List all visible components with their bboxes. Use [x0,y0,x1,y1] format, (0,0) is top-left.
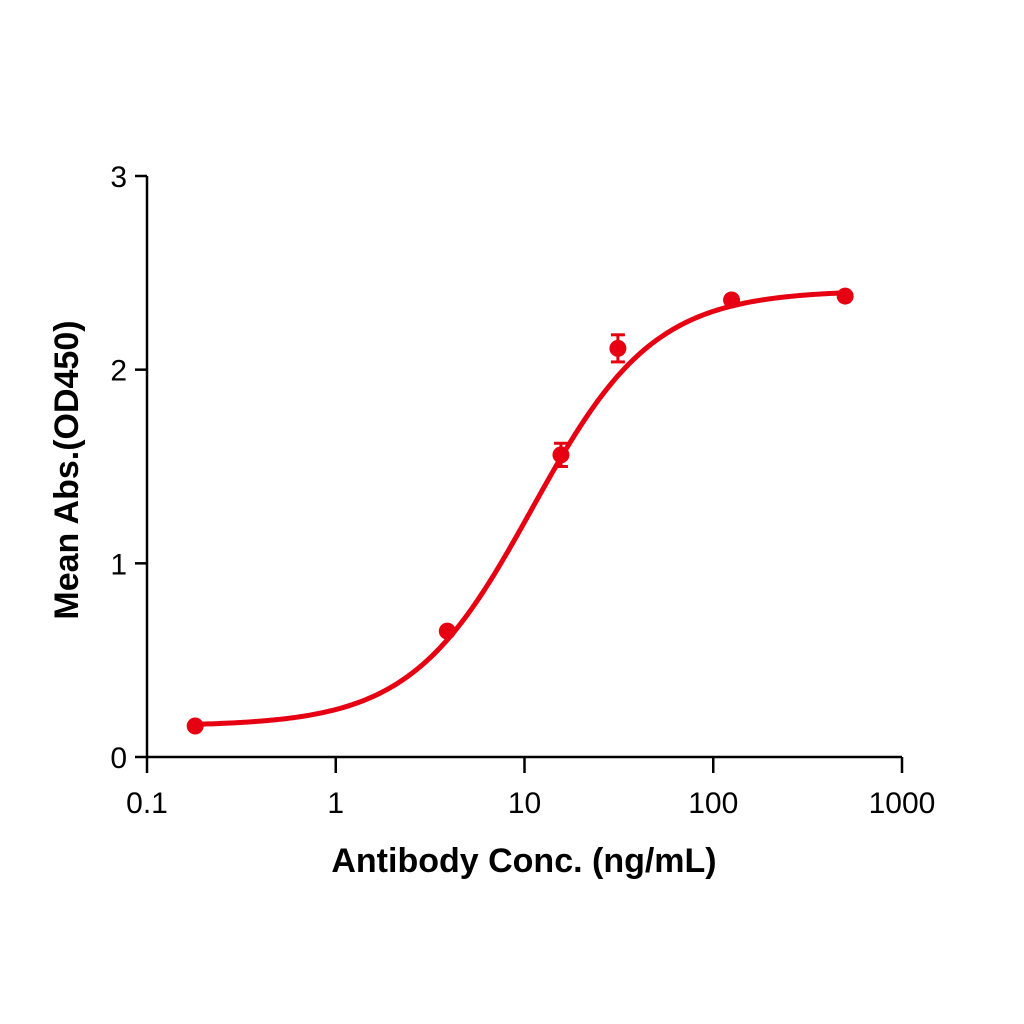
data-point [609,339,627,357]
data-points [186,287,854,735]
y-tick-label: 3 [110,161,127,194]
x-tick-label: 1000 [869,787,936,820]
y-tick-label: 2 [110,355,127,388]
y-tick-label: 1 [110,548,127,581]
y-axis: 0 1 2 3 [110,161,149,775]
data-point [552,446,570,464]
fit-curve [192,290,848,727]
data-point [186,717,204,735]
x-tick-label: 0.1 [126,787,168,820]
y-axis-title: Mean Abs.(OD450) [48,320,86,619]
x-tick-label: 10 [508,787,541,820]
data-point [836,287,854,305]
x-tick-label: 1 [327,787,344,820]
y-tick-label: 0 [110,742,127,775]
data-point [438,622,456,640]
x-axis: 0.1 1 10 100 1000 [126,755,936,820]
data-point [723,291,741,309]
x-tick-label: 100 [688,787,738,820]
x-axis-title: Antibody Conc. (ng/mL) [331,842,716,880]
